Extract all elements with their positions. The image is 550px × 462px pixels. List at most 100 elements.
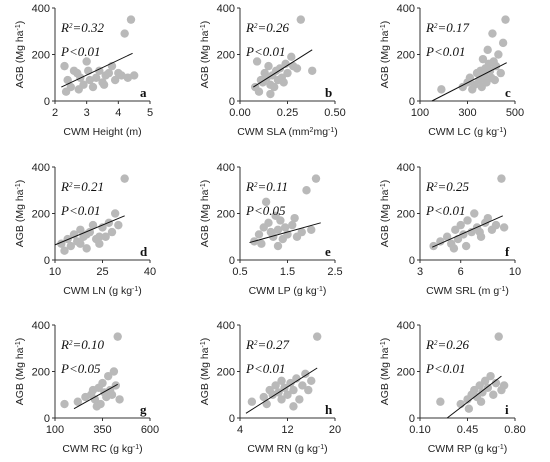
y-axis-label: AGB (Mg ha-1) <box>14 338 26 406</box>
p-value-label: P<0.01 <box>60 203 100 218</box>
data-point <box>490 75 500 85</box>
panel-i: 0 200 400 0.10 0.45 0.80 R2=0.26 P<0.01 i CWM RP … <box>379 320 526 455</box>
x-axis-label: CWM LC (g kg-1) <box>428 126 507 138</box>
data-point <box>488 29 497 38</box>
x-tick-label: 300 <box>458 107 476 119</box>
data-point <box>476 397 486 406</box>
data-point <box>273 241 283 251</box>
data-point <box>60 61 69 71</box>
x-axis-label: CWM RN (g kg-1) <box>247 443 327 455</box>
data-point <box>266 89 275 99</box>
x-tick-label: 10 <box>49 266 61 278</box>
y-tick-label: 0 <box>44 255 50 267</box>
y-tick-label: 0 <box>229 96 235 108</box>
data-point <box>98 378 107 388</box>
regression-line <box>431 62 507 102</box>
data-point <box>60 246 69 255</box>
panel-letter: h <box>325 402 333 417</box>
data-point <box>66 241 76 251</box>
data-point <box>104 68 114 78</box>
y-tick-label: 200 <box>217 209 235 221</box>
data-point <box>436 397 445 406</box>
x-axis-label: CWM RP (g kg-1) <box>428 443 508 455</box>
data-point <box>275 64 285 73</box>
data-point <box>63 75 72 85</box>
data-point <box>277 376 286 385</box>
r-squared-label: R2=0.32 <box>60 20 104 35</box>
y-axis-label: AGB (Mg ha-1) <box>199 338 211 406</box>
data-point <box>110 75 120 85</box>
data-point <box>104 371 113 381</box>
y-axis-label: AGB (Mg ha-1) <box>199 180 211 248</box>
r-squared-label: R2=0.17 <box>425 20 469 35</box>
data-point <box>76 225 85 234</box>
x-axis-label: CWM Height (m) <box>63 126 141 138</box>
x-tick-label: 0.00 <box>229 107 250 119</box>
data-point <box>101 232 110 241</box>
data-point <box>74 85 83 94</box>
x-tick-label: 600 <box>141 424 159 436</box>
x-tick-label: 12 <box>281 424 293 436</box>
y-tick-label: 200 <box>397 50 415 62</box>
data-point <box>123 73 133 82</box>
data-point <box>261 197 271 207</box>
x-tick-label: 500 <box>506 107 524 119</box>
data-point <box>270 82 279 92</box>
x-tick-label: 10 <box>509 266 521 278</box>
data-point <box>463 216 472 225</box>
data-point <box>95 239 104 248</box>
y-tick-label: 400 <box>217 162 235 174</box>
data-point <box>470 209 479 218</box>
data-point <box>497 174 506 183</box>
regression-line <box>253 49 313 88</box>
r-squared-label: R2=0.25 <box>425 179 469 194</box>
r-squared-label: R2=0.10 <box>60 337 104 352</box>
data-point <box>273 225 283 234</box>
x-tick-label: 2 <box>52 107 58 119</box>
data-point <box>90 395 100 404</box>
y-axis-label: AGB (Mg ha-1) <box>199 21 211 89</box>
data-point <box>456 220 465 230</box>
panel-f: 0 200 400 3 6 10 R2=0.25 P<0.01 f CWM SRL (m g-1)… <box>379 162 521 297</box>
data-point <box>91 73 101 82</box>
data-point <box>259 392 268 402</box>
panel-letter: e <box>325 244 331 259</box>
data-point <box>501 15 510 24</box>
r-squared-label: R2=0.21 <box>60 179 104 194</box>
data-point <box>475 227 484 237</box>
data-point <box>461 241 471 251</box>
y-tick-label: 200 <box>217 367 235 379</box>
x-tick-label: 100 <box>411 107 429 119</box>
data-point <box>483 45 492 55</box>
y-tick-label: 400 <box>217 320 235 332</box>
r-squared-label: R2=0.11 <box>245 179 288 194</box>
data-point <box>290 213 299 223</box>
data-point <box>88 220 98 230</box>
data-point <box>73 397 83 406</box>
panel-c: 0 200 400 100 300 500 R2=0.17 P<0.01 c CWM LC (g … <box>379 3 524 138</box>
data-point <box>483 383 493 392</box>
y-tick-label: 400 <box>397 320 415 332</box>
x-axis-label: CWM SLA (mm2mg-1) <box>237 126 338 138</box>
data-point <box>99 80 109 89</box>
data-point <box>280 223 290 232</box>
data-point <box>84 66 93 75</box>
data-point <box>302 186 311 195</box>
regression-line <box>446 375 502 419</box>
x-tick-label: 0.50 <box>324 107 345 119</box>
x-tick-label: 100 <box>46 424 64 436</box>
y-tick-label: 200 <box>32 209 50 221</box>
panel-letter: i <box>505 402 509 417</box>
data-point <box>296 15 305 24</box>
x-tick-label: 20 <box>329 424 341 436</box>
data-point <box>292 64 302 73</box>
data-point <box>295 395 304 404</box>
data-point <box>286 378 295 388</box>
x-tick-label: 5 <box>147 107 153 119</box>
x-tick-label: 2.5 <box>327 266 342 278</box>
data-point <box>496 68 505 78</box>
data-point <box>120 174 129 183</box>
p-value-label: P<0.01 <box>425 361 465 376</box>
y-tick-label: 0 <box>229 413 235 425</box>
panel-d: 0 200 400 10 25 40 R2=0.21 P<0.01 d CWM LN (g kg-… <box>14 162 156 297</box>
